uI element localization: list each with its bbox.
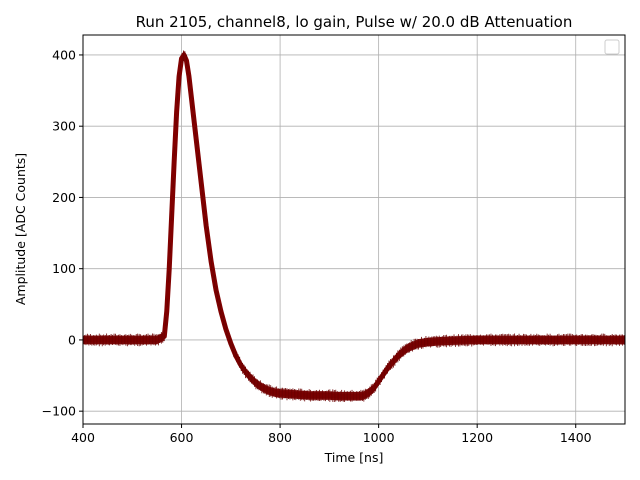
- x-tick-label: 1200: [461, 430, 493, 445]
- x-tick-label: 800: [268, 430, 292, 445]
- y-axis-label: Amplitude [ADC Counts]: [13, 153, 28, 305]
- y-tick-label: 200: [52, 190, 76, 205]
- x-tick-label: 1400: [560, 430, 592, 445]
- y-tick-label: 400: [52, 47, 76, 62]
- series-noise: [83, 50, 625, 402]
- x-axis-label: Time [ns]: [324, 450, 384, 465]
- y-tick-label: −100: [42, 404, 76, 419]
- x-tick-label: 400: [71, 430, 95, 445]
- y-tick-label: 0: [68, 332, 76, 347]
- y-axis: −100 0 100 200 300 400: [42, 47, 83, 419]
- plot-frame: [82, 34, 626, 425]
- x-tick-label: 600: [170, 430, 194, 445]
- x-tick-label: 1000: [363, 430, 395, 445]
- legend-box: [604, 39, 620, 55]
- plot-area: [83, 50, 625, 402]
- x-axis: 400 600 800 1000 1200 1400: [71, 424, 592, 445]
- y-tick-label: 100: [52, 261, 76, 276]
- chart-title: Run 2105, channel8, lo gain, Pulse w/ 20…: [136, 13, 573, 31]
- grid: [82, 35, 625, 424]
- y-tick-label: 300: [52, 119, 76, 134]
